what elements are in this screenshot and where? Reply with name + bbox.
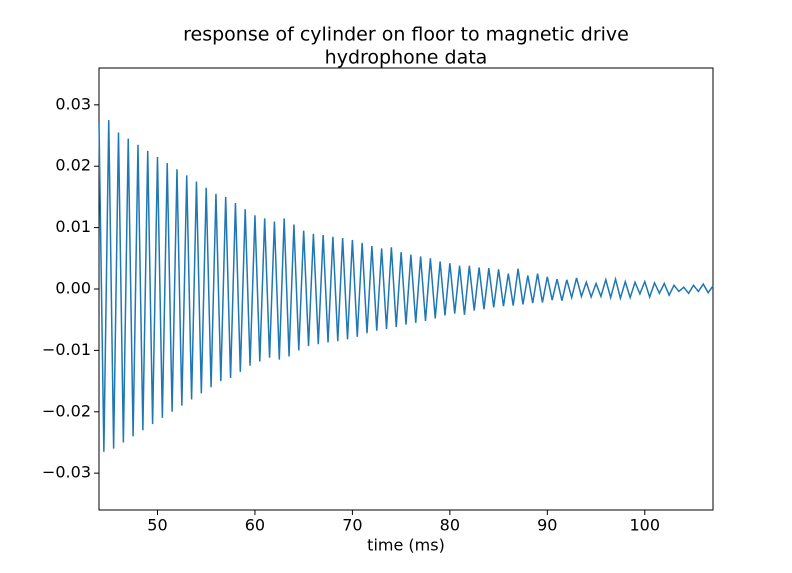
x-tick-label: 50 [147, 516, 167, 535]
y-tick-label: 0.03 [55, 94, 91, 113]
y-tick-label: 0.01 [55, 217, 91, 236]
y-tick-label: 0.02 [55, 156, 91, 175]
chart-subtitle: hydrophone data [325, 47, 488, 69]
x-axis-label: time (ms) [367, 536, 445, 555]
chart-title: response of cylinder on floor to magneti… [183, 24, 629, 46]
plot-frame [98, 67, 714, 511]
y-tick-label: 0.00 [55, 279, 91, 298]
signal-line [98, 120, 714, 452]
x-tick-label: 100 [630, 516, 661, 535]
y-tick-label: −0.02 [42, 401, 91, 420]
x-tick-label: 70 [342, 516, 362, 535]
x-tick-label: 60 [245, 516, 265, 535]
x-tick-label: 90 [537, 516, 557, 535]
y-tick-label: −0.01 [42, 340, 91, 359]
y-tick-label: −0.03 [42, 463, 91, 482]
x-tick-label: 80 [440, 516, 460, 535]
